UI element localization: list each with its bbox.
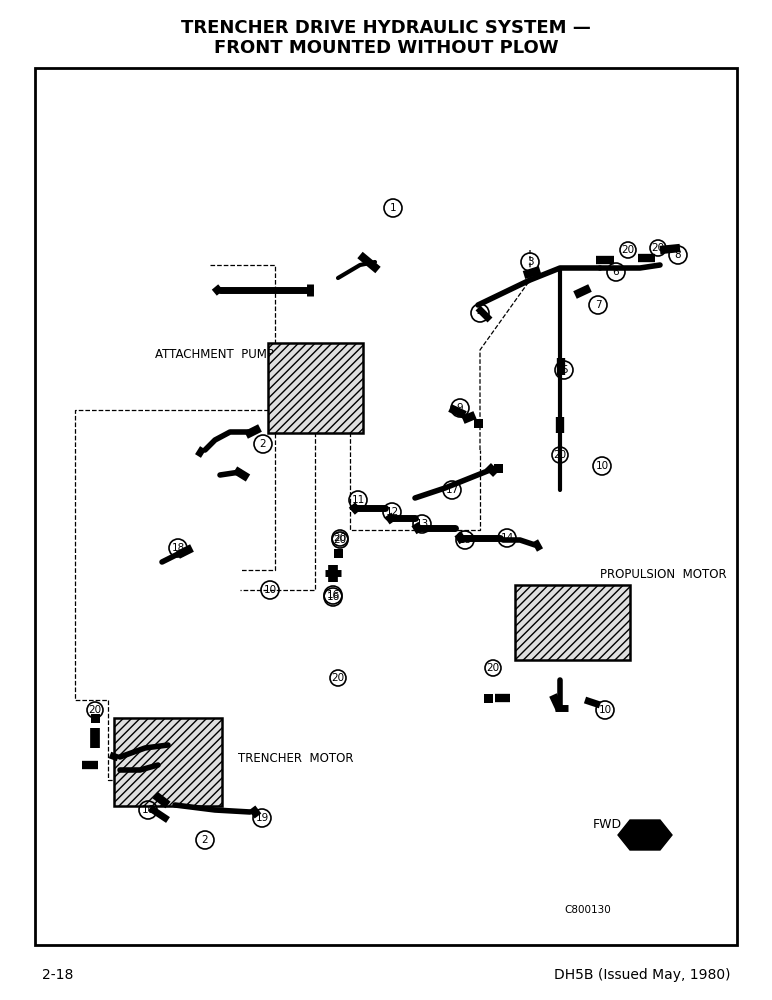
Text: 20: 20 bbox=[486, 663, 499, 673]
Text: 14: 14 bbox=[500, 533, 513, 543]
Text: 9: 9 bbox=[457, 403, 463, 413]
Text: 19: 19 bbox=[256, 813, 269, 823]
Text: TRENCHER DRIVE HYDRAULIC SYSTEM —: TRENCHER DRIVE HYDRAULIC SYSTEM — bbox=[181, 19, 591, 37]
Text: 5: 5 bbox=[560, 365, 567, 375]
Text: 16: 16 bbox=[327, 592, 340, 602]
Bar bbox=[268, 343, 363, 433]
Text: 8: 8 bbox=[675, 250, 682, 260]
Text: 18: 18 bbox=[171, 543, 185, 553]
Text: 3: 3 bbox=[527, 257, 533, 267]
Text: TRENCHER  MOTOR: TRENCHER MOTOR bbox=[238, 752, 354, 764]
Text: 20: 20 bbox=[554, 450, 567, 460]
Bar bbox=[35, 68, 737, 945]
Bar bbox=[514, 584, 629, 660]
Text: 2-18: 2-18 bbox=[42, 968, 73, 982]
Text: 20: 20 bbox=[331, 673, 344, 683]
Text: 2: 2 bbox=[201, 835, 208, 845]
Text: DH5B (Issued May, 1980): DH5B (Issued May, 1980) bbox=[554, 968, 730, 982]
Text: 20: 20 bbox=[334, 535, 347, 545]
Text: 10: 10 bbox=[141, 805, 154, 815]
Text: 4: 4 bbox=[476, 308, 483, 318]
Text: FRONT MOUNTED WITHOUT PLOW: FRONT MOUNTED WITHOUT PLOW bbox=[214, 39, 558, 57]
Text: PROPULSION  MOTOR: PROPULSION MOTOR bbox=[600, 568, 726, 582]
Text: 20: 20 bbox=[621, 245, 635, 255]
Text: 10: 10 bbox=[595, 461, 608, 471]
Bar bbox=[473, 418, 482, 428]
Text: 11: 11 bbox=[351, 495, 364, 505]
Bar bbox=[483, 694, 493, 702]
Text: 1: 1 bbox=[390, 203, 396, 213]
Text: 20: 20 bbox=[89, 705, 102, 715]
Text: 6: 6 bbox=[613, 267, 619, 277]
Text: 16: 16 bbox=[327, 590, 340, 600]
Text: 7: 7 bbox=[594, 300, 601, 310]
Bar bbox=[114, 718, 222, 806]
Text: 10: 10 bbox=[598, 705, 611, 715]
Bar bbox=[493, 464, 503, 473]
Text: C800130: C800130 bbox=[564, 905, 611, 915]
Text: FWD: FWD bbox=[593, 818, 622, 832]
Text: 15: 15 bbox=[459, 535, 472, 545]
Polygon shape bbox=[618, 820, 672, 850]
Text: ATTACHMENT  PUMP: ATTACHMENT PUMP bbox=[155, 349, 274, 361]
Text: 13: 13 bbox=[415, 519, 428, 529]
Text: 20: 20 bbox=[334, 533, 347, 543]
Bar bbox=[334, 548, 343, 558]
Bar bbox=[90, 714, 100, 722]
Text: 20: 20 bbox=[652, 243, 665, 253]
Text: 12: 12 bbox=[385, 507, 398, 517]
Text: 2: 2 bbox=[259, 439, 266, 449]
Text: 17: 17 bbox=[445, 485, 459, 495]
Text: 10: 10 bbox=[263, 585, 276, 595]
